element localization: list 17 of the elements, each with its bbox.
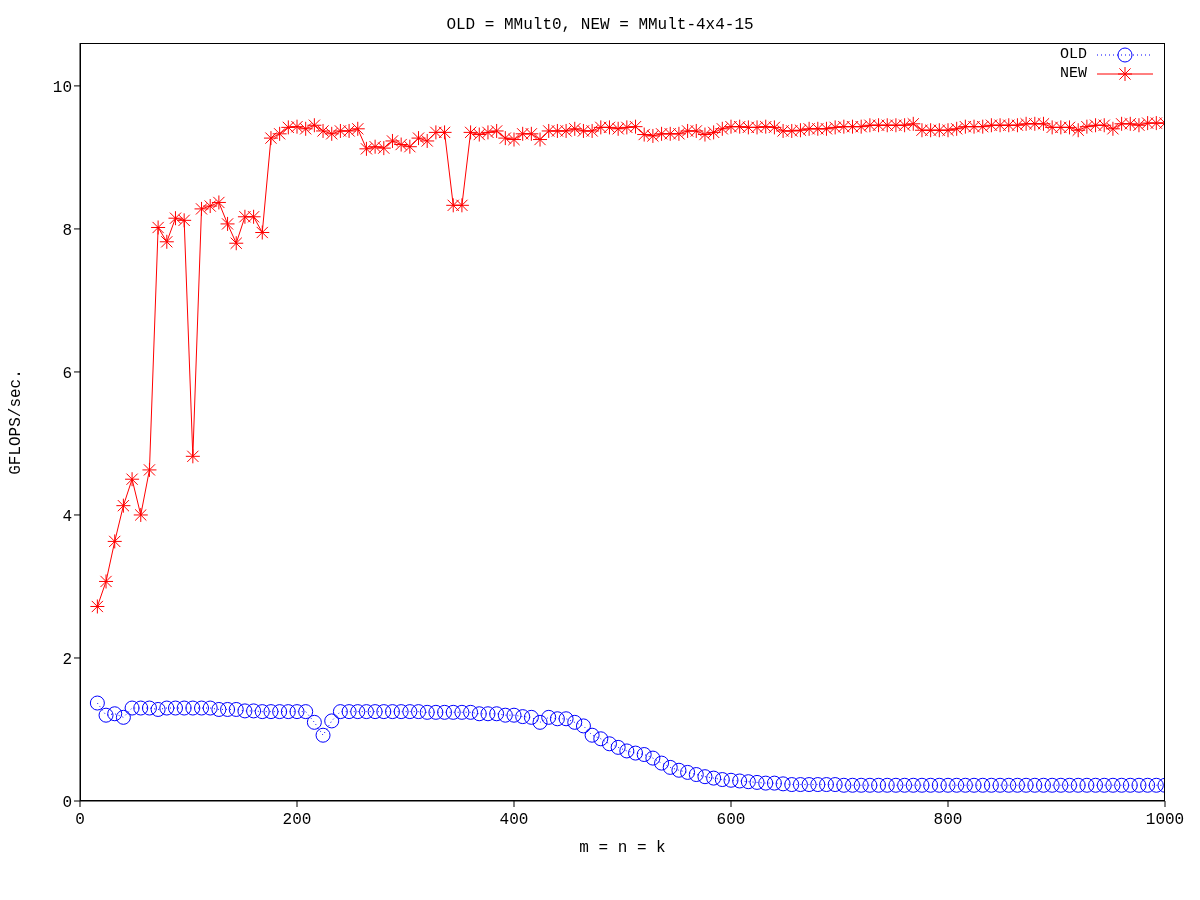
y-tick-label: 10 bbox=[52, 78, 72, 97]
legend-label: NEW bbox=[1059, 65, 1087, 82]
x-tick-label: 400 bbox=[499, 811, 529, 830]
y-tick-label: 0 bbox=[62, 793, 72, 812]
x-tick-label: 0 bbox=[75, 811, 85, 830]
legend-label: OLD bbox=[1059, 46, 1087, 63]
x-tick-label: 600 bbox=[716, 811, 746, 830]
x-tick-label: 1000 bbox=[1145, 811, 1185, 830]
y-tick-label: 2 bbox=[62, 650, 72, 669]
chart-title: OLD = MMult0, NEW = MMult-4x4-15 bbox=[445, 16, 755, 34]
y-axis-title: GFLOPS/sec. bbox=[6, 369, 25, 475]
y-tick-label: 6 bbox=[62, 364, 72, 383]
y-tick-label: 8 bbox=[62, 221, 72, 240]
x-axis-title: m = n = k bbox=[579, 839, 666, 858]
x-tick-label: 200 bbox=[282, 811, 312, 830]
y-tick-label: 4 bbox=[62, 507, 72, 526]
x-tick-label: 800 bbox=[933, 811, 963, 830]
